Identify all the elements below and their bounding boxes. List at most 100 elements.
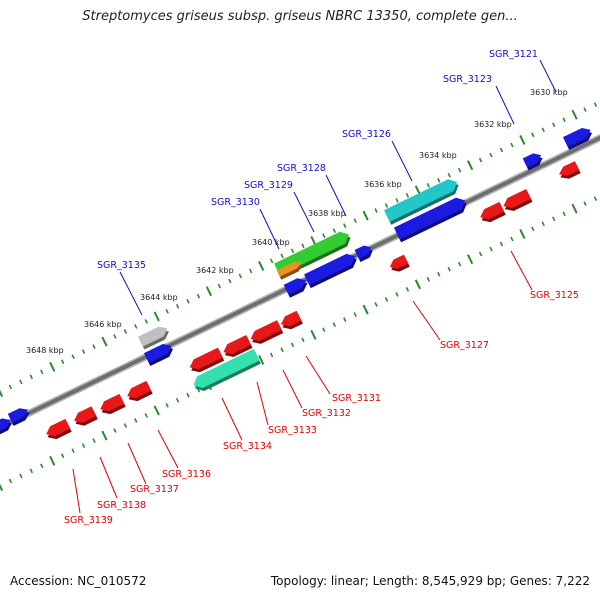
gene-arrow[interactable] [389,254,409,269]
gene-label-forward[interactable]: SGR_3129 [244,180,293,191]
gene-arrow[interactable] [522,153,542,168]
minor-tick [426,276,431,282]
connector-reverse [256,381,269,426]
minor-tick [134,418,138,423]
major-tick [101,430,108,441]
minor-tick [395,292,399,297]
gene-arrow-blue[interactable] [144,344,174,367]
minor-tick [541,127,545,133]
minor-tick [457,167,462,173]
gene-label-reverse[interactable]: SGR_3139 [64,515,113,526]
minor-tick [531,132,535,138]
gene-label-reverse[interactable]: SGR_3138 [97,500,146,511]
gene-label-reverse[interactable]: SGR_3132 [302,408,351,419]
gene-arrow[interactable] [138,326,168,347]
gene-label-forward[interactable]: SGR_3130 [211,197,260,208]
gene-arrow[interactable] [558,161,580,176]
gene-arrow-cyan[interactable] [384,179,459,225]
minor-tick [541,221,545,227]
gene-arrow[interactable] [193,348,260,389]
major-tick [49,361,56,372]
gene-arrow[interactable] [250,320,282,341]
gene-label-reverse[interactable]: SGR_3136 [162,469,211,480]
minor-tick [280,253,284,259]
gene-arrow[interactable] [189,347,223,370]
gene-arrow-red[interactable] [127,380,153,402]
major-tick [205,286,213,297]
gene-arrow-blue[interactable] [522,153,543,171]
minor-tick [583,201,587,207]
major-tick [571,109,578,120]
gene-arrow-red[interactable] [250,320,284,344]
gene-arrow-red[interactable] [389,254,410,272]
gene-label-reverse[interactable]: SGR_3125 [530,290,579,301]
gene-arrow[interactable] [7,408,29,423]
gene-arrow[interactable] [144,344,172,364]
scale-label: 3640 kbp [252,238,290,247]
gene-label-forward[interactable]: SGR_3126 [342,129,391,140]
gene-label-reverse[interactable]: SGR_3127 [440,340,489,351]
minor-tick [144,319,148,324]
gene-arrow[interactable] [127,380,152,399]
gene-arrow-teal[interactable] [193,348,261,392]
gene-arrow[interactable] [354,245,372,259]
gene-label-reverse[interactable]: SGR_3134 [223,441,272,452]
gene-label-reverse[interactable]: SGR_3133 [268,425,317,436]
gene-arrow[interactable] [280,310,302,327]
gene-label-reverse[interactable]: SGR_3131 [332,393,381,404]
gene-arrow-red[interactable] [223,334,253,357]
gene-arrow[interactable] [393,197,466,240]
minor-tick [384,297,389,302]
minor-tick [249,268,253,274]
gene-arrow-red[interactable] [100,393,126,415]
gene-arrow-red[interactable] [558,161,581,179]
gene-label-forward[interactable]: SGR_3135 [97,260,146,271]
gene-layer[interactable] [0,128,593,440]
gene-arrow[interactable] [503,188,531,208]
gene-arrow-blue[interactable] [283,278,308,298]
gene-arrow-gray[interactable] [138,326,170,350]
gene-arrow-blue[interactable] [0,418,12,435]
gene-label-forward[interactable]: SGR_3128 [277,163,326,174]
major-tick [414,279,421,290]
gene-arrow-red[interactable] [503,188,533,211]
gene-arrow[interactable] [0,418,11,432]
gene-arrow[interactable] [223,334,251,354]
minor-tick [489,246,493,252]
gene-arrow-red[interactable] [74,406,98,426]
genome-map[interactable]: 3630 kbp 3632 kbp 3634 kbp 3636 kbp 3638… [0,0,600,560]
gene-arrow-blue[interactable] [354,245,373,262]
gene-arrow-red[interactable] [46,418,72,440]
minor-tick [175,397,180,403]
gene-arrow-blue[interactable] [393,197,467,243]
gene-arrow-blue[interactable] [304,253,357,289]
gene-arrow[interactable] [276,262,302,277]
gene-label-forward[interactable]: SGR_3121 [489,49,538,60]
scale-label: 3632 kbp [474,120,512,129]
map-title: Streptomyces griseus subsp. griseus NBRC… [82,9,518,24]
gene-arrow-orange[interactable] [276,262,304,280]
scale-label: 3646 kbp [84,320,122,329]
gene-arrow[interactable] [100,393,125,412]
gene-arrow[interactable] [480,201,505,220]
gene-arrow[interactable] [283,278,306,295]
connector-reverse [72,468,81,514]
gene-label-reverse[interactable]: SGR_3137 [130,484,179,495]
gene-arrow-red[interactable] [189,347,225,373]
gene-arrow-blue[interactable] [563,128,593,151]
gene-arrow[interactable] [74,406,97,423]
gene-label-forward[interactable]: SGR_3123 [443,74,492,85]
gene-arrow[interactable] [46,418,71,437]
gene-arrow[interactable] [304,253,356,286]
minor-tick [301,243,305,249]
gene-arrow[interactable] [563,128,591,148]
connector-reverse [157,429,179,469]
major-tick [101,336,108,347]
gene-arrow-blue[interactable] [7,408,30,426]
minor-tick [269,258,274,264]
gene-arrow-red[interactable] [280,310,303,330]
gene-arrow-red[interactable] [480,201,506,223]
connector-reverse [127,442,147,485]
major-tick [519,134,526,145]
gene-arrow[interactable] [384,179,458,222]
